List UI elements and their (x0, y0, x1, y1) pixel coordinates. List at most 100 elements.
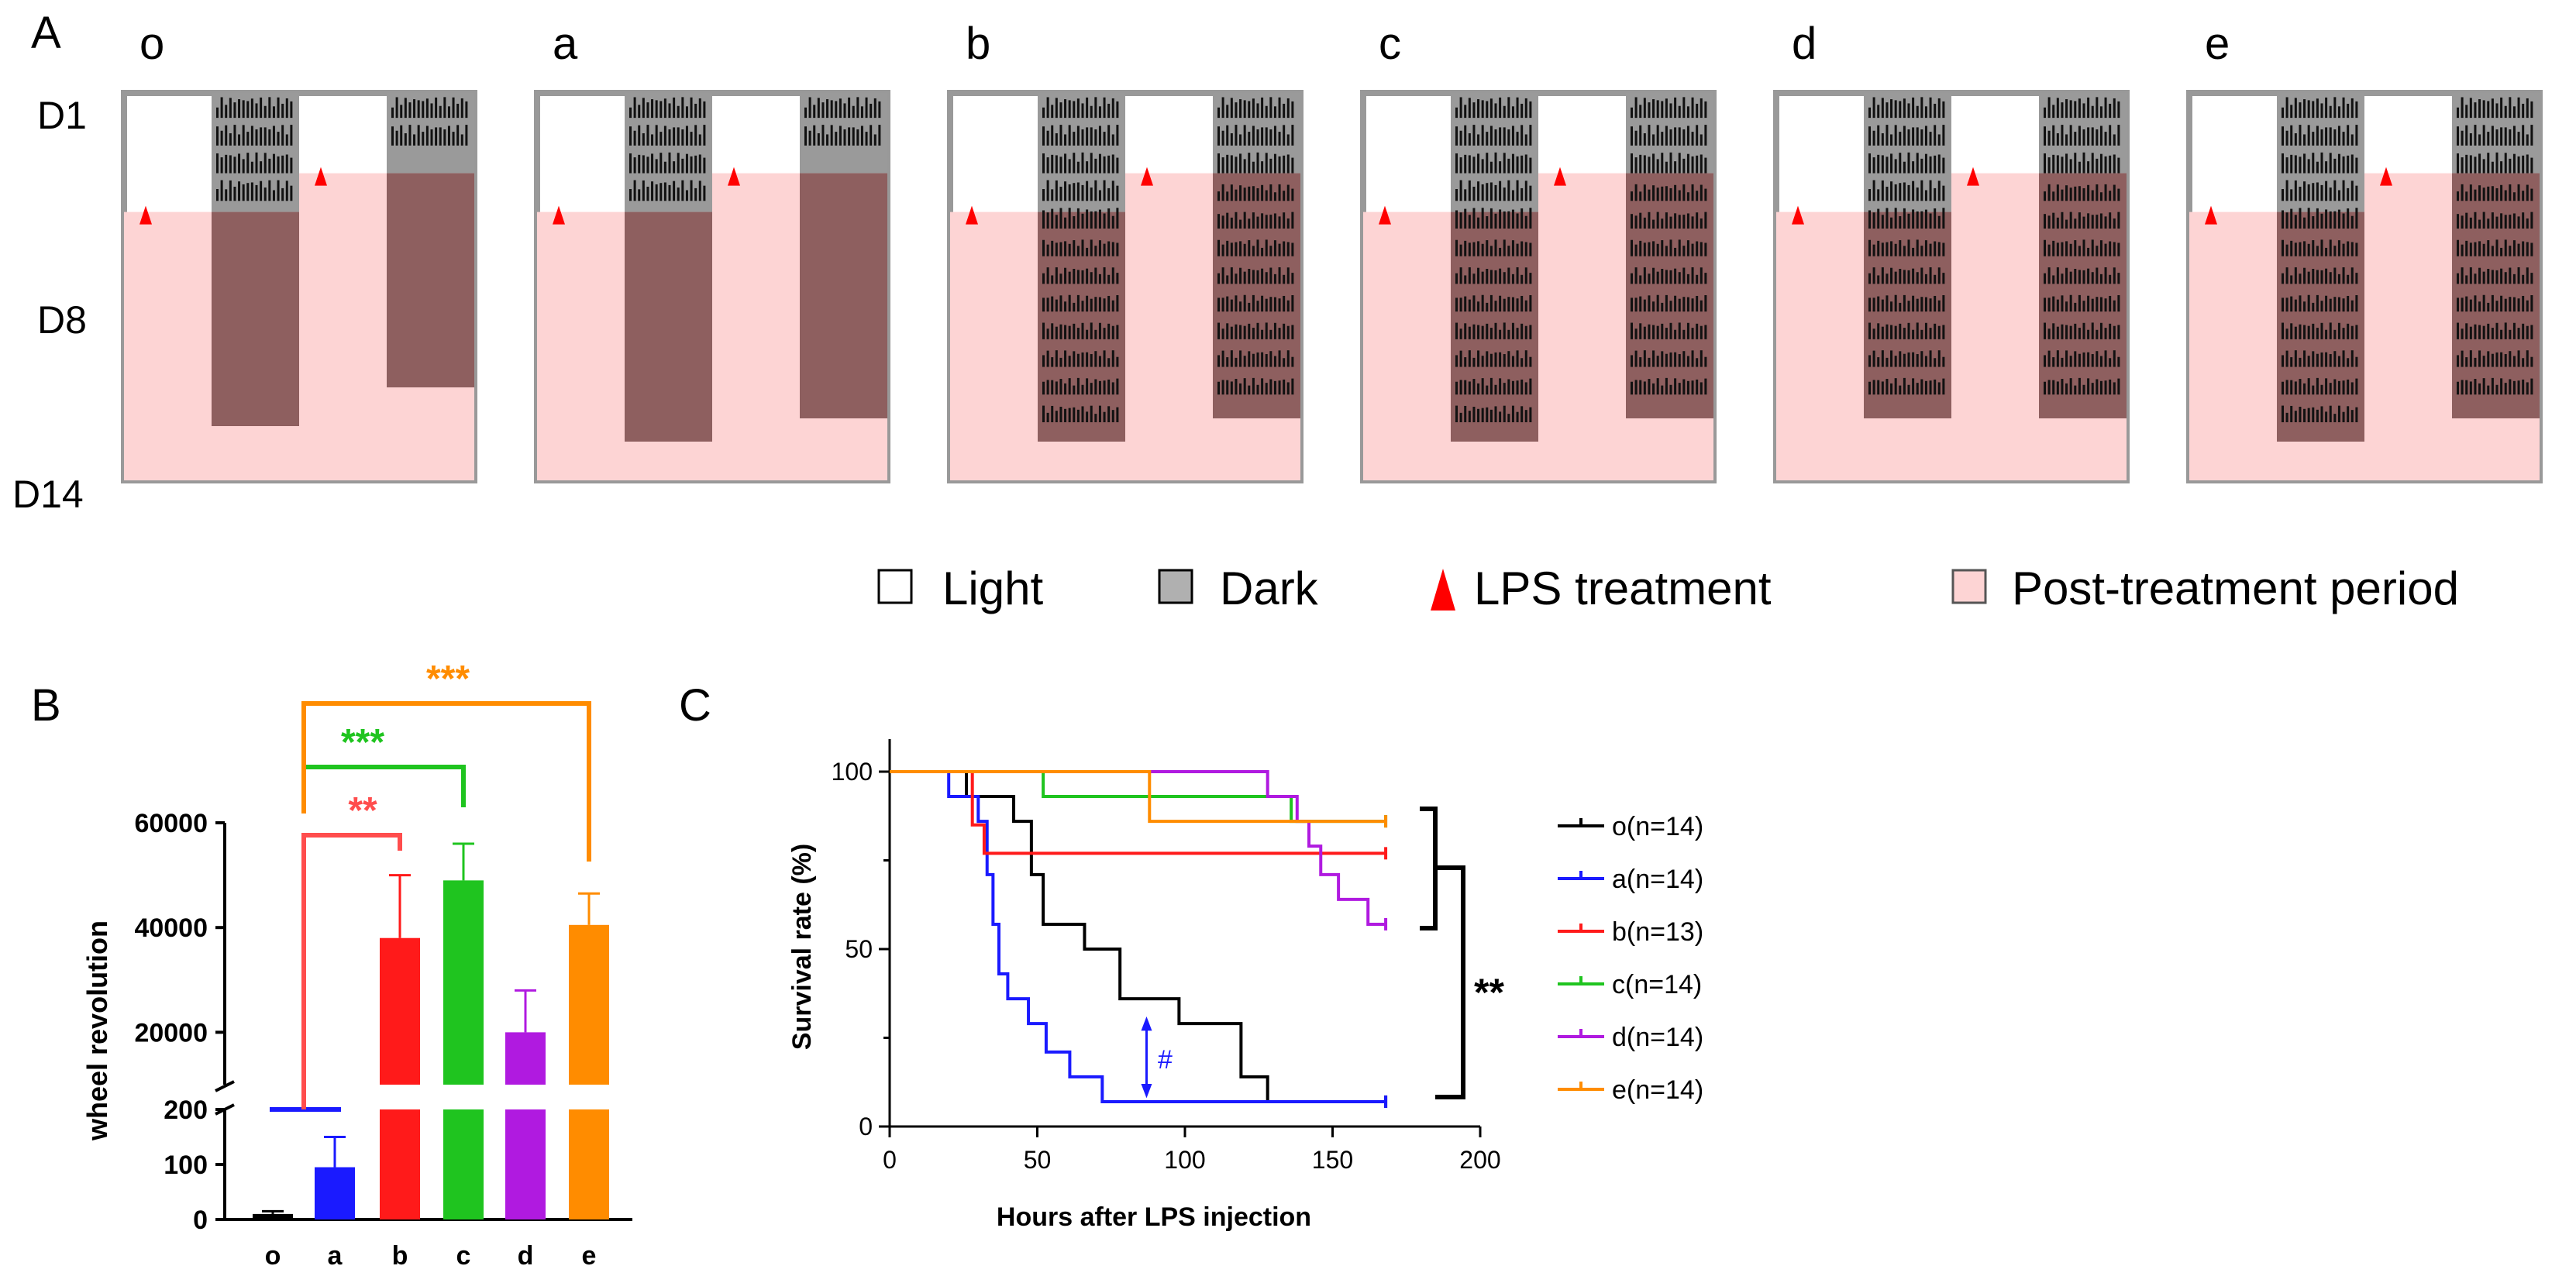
activity-tick (1248, 132, 1251, 146)
activity-tick (1283, 212, 1286, 229)
bar-c-upper (443, 880, 484, 1085)
activity-tick (2457, 239, 2459, 256)
activity-tick (1648, 189, 1651, 201)
activity-tick (2065, 301, 2068, 312)
activity-tick (1086, 181, 1089, 201)
activity-tick (1081, 129, 1084, 146)
activity-tick (1107, 187, 1111, 201)
activity-tick (1046, 180, 1049, 201)
activity-tick (2325, 411, 2328, 422)
activity-tick (1494, 152, 1497, 174)
activity-tick (2474, 273, 2477, 284)
activity-row (1217, 322, 1294, 339)
activity-tick (1073, 153, 1076, 174)
activity-tick (1235, 125, 1238, 146)
activity-tick (1648, 324, 1651, 339)
activity-row (391, 125, 468, 146)
activity-tick (2290, 357, 2293, 367)
activity-tick (2099, 153, 2102, 174)
activity-tick (2096, 297, 2099, 312)
activity-tick (1042, 239, 1045, 256)
activity-tick (2347, 295, 2350, 312)
activity-tick (1278, 97, 1281, 119)
activity-tick (1068, 408, 1071, 422)
activity-tick (1912, 268, 1915, 284)
activity-tick (2087, 127, 2090, 146)
activity-tick (2285, 267, 2288, 284)
activity-tick (646, 186, 649, 201)
activity-tick (2500, 184, 2503, 201)
activity-tick (281, 125, 284, 146)
activity-tick (1903, 161, 1906, 174)
activity-tick (2512, 126, 2516, 146)
activity-tick (2530, 356, 2533, 367)
activity-tick (2491, 294, 2494, 312)
activity-tick (2355, 208, 2358, 229)
activity-tick (1068, 125, 1071, 146)
activity-tick (1890, 181, 1893, 201)
activity-tick (1648, 242, 1651, 256)
activity-tick (2113, 242, 2116, 256)
survival-curve-d (890, 770, 1386, 926)
activity-tick (1046, 244, 1049, 256)
activity-tick (1511, 209, 1514, 229)
activity-tick (1243, 125, 1246, 146)
activity-tick (2282, 189, 2284, 201)
activity-tick (1116, 378, 1119, 395)
activity-tick (1248, 269, 1251, 284)
activity-tick (1643, 217, 1646, 229)
activity-tick (1516, 328, 1519, 339)
activity-row (1042, 152, 1119, 174)
activity-tick (1507, 97, 1510, 119)
activity-tick (452, 97, 455, 119)
activity-tick (1076, 409, 1080, 422)
activity-tick (1934, 295, 1937, 312)
activity-tick (220, 130, 223, 146)
activity-tick (1907, 322, 1910, 339)
activity-tick (260, 97, 263, 119)
activity-tick (1916, 187, 1919, 201)
activity-tick (1881, 267, 1884, 284)
activity-tick (2482, 100, 2485, 119)
activity-tick (233, 157, 236, 174)
activity-tick (1472, 157, 1476, 174)
activity-tick (1631, 126, 1633, 146)
activity-tick (2504, 190, 2507, 201)
activity-tick (1503, 322, 1506, 339)
activity-tick (1686, 240, 1689, 256)
activity-tick (1899, 101, 1902, 119)
actogram-c: c (1360, 19, 1717, 483)
activity-tick (2065, 267, 2068, 284)
activity-tick (1686, 153, 1689, 174)
activity-tick (1877, 154, 1880, 174)
activity-tick (2091, 153, 2094, 174)
activity-tick (242, 159, 245, 174)
activity-tick (2061, 273, 2064, 284)
activity-tick (2333, 267, 2337, 284)
activity-tick (2074, 240, 2077, 256)
activity-tick (1903, 294, 1906, 312)
activity-tick (668, 184, 671, 201)
activity-tick (1459, 350, 1462, 367)
activity-tick (1059, 157, 1062, 174)
activity-tick (1648, 125, 1651, 146)
activity-tick (1682, 297, 1686, 312)
activity-tick (1516, 180, 1519, 201)
activity-tick (1872, 97, 1875, 119)
activity-tick (2517, 97, 2520, 119)
activity-tick (821, 125, 825, 146)
activity-tick (2113, 325, 2116, 339)
activity-tick (1916, 211, 1919, 229)
activity-tick (2096, 97, 2099, 119)
activity-tick (703, 125, 706, 146)
activity-tick (1464, 125, 1467, 146)
activity-row (1217, 97, 1294, 119)
activity-tick (2047, 350, 2051, 367)
arrow-head-icon (1141, 1084, 1152, 1099)
activity-tick (1661, 186, 1664, 201)
activity-tick (2299, 357, 2302, 367)
activity-tick (685, 106, 688, 119)
lps-triangle-icon (1141, 167, 1153, 186)
activity-tick (1920, 351, 1923, 367)
activity-tick (2074, 302, 2077, 312)
